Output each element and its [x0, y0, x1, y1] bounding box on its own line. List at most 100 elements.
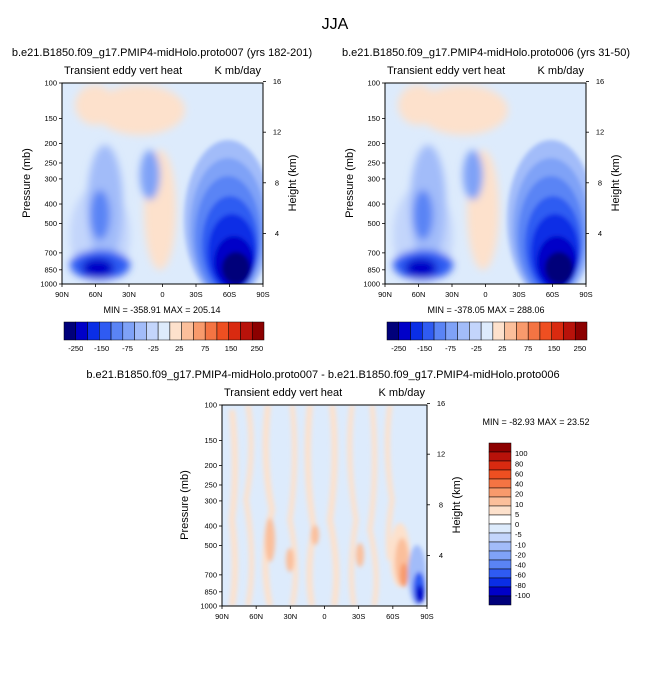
colorbar-swatch [228, 321, 241, 341]
colorbar-label: 75 [524, 344, 532, 353]
colorbar-swatch [422, 321, 435, 341]
colorbar-label: 10 [515, 500, 523, 509]
y-tick-label: 150 [204, 436, 217, 445]
x-tick-label: 90N [378, 290, 392, 299]
y-tick-label: 850 [44, 265, 57, 274]
x-tick-label: 30N [122, 290, 136, 299]
contour-field [385, 83, 586, 284]
colorbar-swatch [488, 541, 512, 552]
colorbar-label: 80 [515, 459, 523, 468]
x-tick-label: 30S [512, 290, 525, 299]
colorbar-swatch [157, 321, 171, 341]
colorbar-label: 25 [175, 344, 183, 353]
y2-tick-label: 12 [437, 450, 445, 459]
x-tick-label: 30S [189, 290, 202, 299]
colorbar-swatch [488, 451, 512, 462]
panel-heading: b.e21.B1850.f09_g17.PMIP4-midHolo.proto0… [342, 47, 630, 59]
colorbar-swatch [134, 321, 147, 341]
colorbar-swatch [75, 321, 88, 341]
y-axis-label: Pressure (mb) [179, 470, 191, 540]
y-axis-ticks: 100 150 200 250 300 400 500 700 850 1000 [363, 79, 385, 289]
colorbar-label: 0 [515, 520, 519, 529]
colorbar-label: 60 [515, 469, 523, 478]
colorbar-swatch [488, 550, 512, 561]
x-axis-ticks: 90N 60N 30N 0 30S 60S 90S [55, 284, 270, 299]
y-tick-label: 200 [204, 461, 217, 470]
contour-field [62, 83, 263, 284]
colorbar-label: -250 [391, 344, 406, 353]
y-tick-label: 850 [367, 265, 380, 274]
y2-tick-label: 8 [275, 178, 279, 187]
y-tick-label: 1000 [40, 280, 57, 289]
colorbar-label: -250 [68, 344, 83, 353]
y-tick-label: 700 [204, 570, 217, 579]
colorbar-swatch [488, 595, 512, 606]
colorbar-swatch [181, 321, 194, 341]
min-max-readout: MIN = -82.93 MAX = 23.52 [482, 417, 589, 427]
colorbar-swatch [488, 496, 512, 507]
x-tick-label: 60S [223, 290, 236, 299]
y-tick-label: 250 [44, 158, 57, 167]
y-axis-ticks: 100 150 200 250 300 400 500 700 850 1000 [40, 79, 62, 289]
colorbar-swatch [87, 321, 100, 341]
x-tick-label: 0 [483, 290, 487, 299]
x-tick-label: 0 [160, 290, 164, 299]
y2-tick-label: 8 [439, 500, 443, 509]
y2-tick-label: 12 [596, 128, 604, 137]
x-tick-label: 60S [546, 290, 559, 299]
colorbar-swatch [122, 321, 135, 341]
y-tick-label: 400 [367, 200, 380, 209]
x-tick-label: 60N [249, 612, 263, 621]
y-tick-label: 1000 [200, 602, 217, 611]
y-tick-label: 1000 [363, 280, 380, 289]
colorbar-swatch [216, 321, 229, 341]
colorbar-swatch [445, 321, 458, 341]
y2-axis-ticks: 16 12 8 4 [263, 77, 281, 238]
x-tick-label: 90S [420, 612, 433, 621]
panel-left-label: Transient eddy vert heat [224, 387, 342, 399]
x-tick-label: 90S [256, 290, 269, 299]
colorbar-label: -5 [515, 530, 522, 539]
colorbar: -250 -150 -75 -25 25 75 150 250 [386, 321, 588, 353]
x-tick-label: 0 [322, 612, 326, 621]
colorbar-swatch [488, 559, 512, 570]
colorbar-label: -60 [515, 571, 526, 580]
x-tick-label: 90N [55, 290, 69, 299]
y2-tick-label: 4 [598, 229, 602, 238]
y-tick-label: 100 [367, 79, 380, 88]
panel-right-label: K mb/day [538, 65, 585, 77]
colorbar-swatch [398, 321, 411, 341]
y2-tick-label: 12 [273, 128, 281, 137]
panel-proto007: b.e21.B1850.f09_g17.PMIP4-midHolo.proto0… [12, 47, 312, 353]
colorbar-swatch [488, 532, 512, 543]
y-tick-label: 300 [204, 496, 217, 505]
colorbar-label: 25 [498, 344, 506, 353]
panel-right-label: K mb/day [379, 387, 426, 399]
x-tick-label: 30N [445, 290, 459, 299]
colorbar-swatch [488, 478, 512, 489]
x-tick-label: 60S [386, 612, 399, 621]
x-tick-label: 60N [412, 290, 426, 299]
y2-axis-ticks: 16 12 8 4 [427, 399, 445, 560]
y-tick-label: 400 [44, 200, 57, 209]
colorbar-label: 250 [574, 344, 587, 353]
panel-right-label: K mb/day [215, 65, 262, 77]
y-tick-label: 100 [44, 79, 57, 88]
colorbar-swatch [193, 321, 206, 341]
y-tick-label: 200 [44, 139, 57, 148]
colorbar-label: 20 [515, 490, 523, 499]
colorbar-label: -20 [515, 550, 526, 559]
colorbar-swatch [169, 321, 182, 341]
colorbar-swatch [480, 321, 494, 341]
colorbar-label: 150 [548, 344, 561, 353]
y-tick-label: 700 [367, 248, 380, 257]
colorbar-label: 100 [515, 449, 528, 458]
colorbar-label: 5 [515, 510, 519, 519]
colorbar-swatch [488, 442, 512, 453]
colorbar-label: -75 [122, 344, 133, 353]
colorbar-label: -25 [148, 344, 159, 353]
y-tick-label: 250 [204, 480, 217, 489]
y2-axis-label: Height (km) [610, 155, 622, 212]
